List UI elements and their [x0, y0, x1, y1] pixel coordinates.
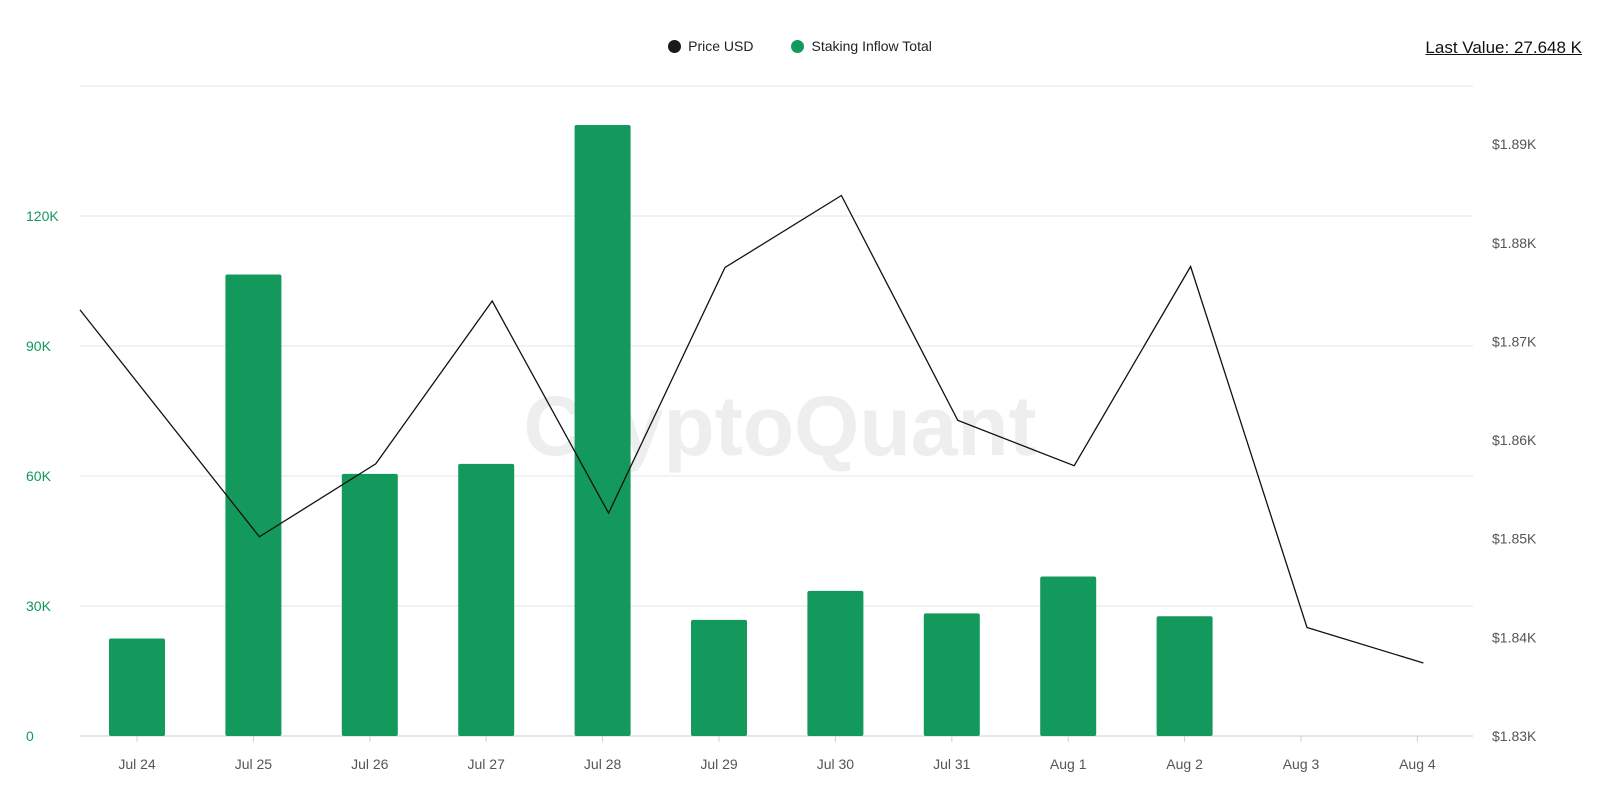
right-axis-tick-label: $1.83K — [1492, 728, 1537, 744]
bar-staking-inflow — [574, 125, 631, 736]
x-axis-tick-label: Aug 4 — [1399, 756, 1436, 772]
legend-dot-staking — [791, 39, 805, 53]
x-axis-tick-label: Jul 27 — [468, 756, 506, 772]
bar-staking-inflow — [691, 619, 747, 736]
legend-label-staking: Staking Inflow Total — [811, 38, 932, 54]
left-axis-tick-label: 30K — [26, 598, 52, 614]
legend-item-staking[interactable]: Staking Inflow Total — [791, 38, 932, 54]
right-axis-tick-label: $1.87K — [1492, 333, 1537, 349]
left-axis-tick-label: 60K — [26, 468, 52, 484]
x-axis-tick-label: Jul 28 — [584, 756, 622, 772]
x-axis-tick-label: Jul 29 — [700, 756, 738, 772]
bar-staking-inflow — [1040, 576, 1097, 736]
x-axis-tick-label: Jul 25 — [235, 756, 273, 772]
right-axis-tick-label: $1.86K — [1492, 432, 1537, 448]
legend: Price USD Staking Inflow Total — [0, 38, 1600, 54]
x-axis-tick-label: Jul 31 — [933, 756, 971, 772]
legend-item-price[interactable]: Price USD — [668, 38, 753, 54]
bar-staking-inflow — [923, 613, 980, 736]
left-axis-tick-label: 120K — [26, 208, 59, 224]
x-axis-tick-label: Aug 1 — [1050, 756, 1087, 772]
right-axis-tick-label: $1.85K — [1492, 531, 1537, 547]
bar-staking-inflow — [1156, 616, 1213, 736]
right-axis-tick-label: $1.89K — [1492, 136, 1537, 152]
x-axis-tick-label: Jul 30 — [817, 756, 855, 772]
x-axis-tick-label: Jul 26 — [351, 756, 389, 772]
left-axis-tick-label: 0 — [26, 728, 34, 744]
bar-staking-inflow — [807, 590, 864, 736]
legend-dot-price — [668, 39, 682, 53]
bar-staking-inflow — [458, 463, 515, 736]
last-value-link[interactable]: Last Value: 27.648 K — [1425, 38, 1582, 57]
right-axis-tick-label: $1.88K — [1492, 235, 1537, 251]
x-axis-tick-label: Aug 2 — [1166, 756, 1203, 772]
bar-staking-inflow — [341, 473, 398, 736]
x-axis-tick-label: Jul 24 — [118, 756, 156, 772]
right-axis-tick-label: $1.84K — [1492, 629, 1537, 645]
legend-label-price: Price USD — [688, 38, 754, 54]
left-axis-tick-label: 90K — [26, 338, 52, 354]
x-axis-tick-label: Aug 3 — [1283, 756, 1320, 772]
bar-staking-inflow — [109, 638, 165, 736]
bar-staking-inflow — [225, 274, 282, 736]
line-price-usd — [79, 194, 1424, 664]
